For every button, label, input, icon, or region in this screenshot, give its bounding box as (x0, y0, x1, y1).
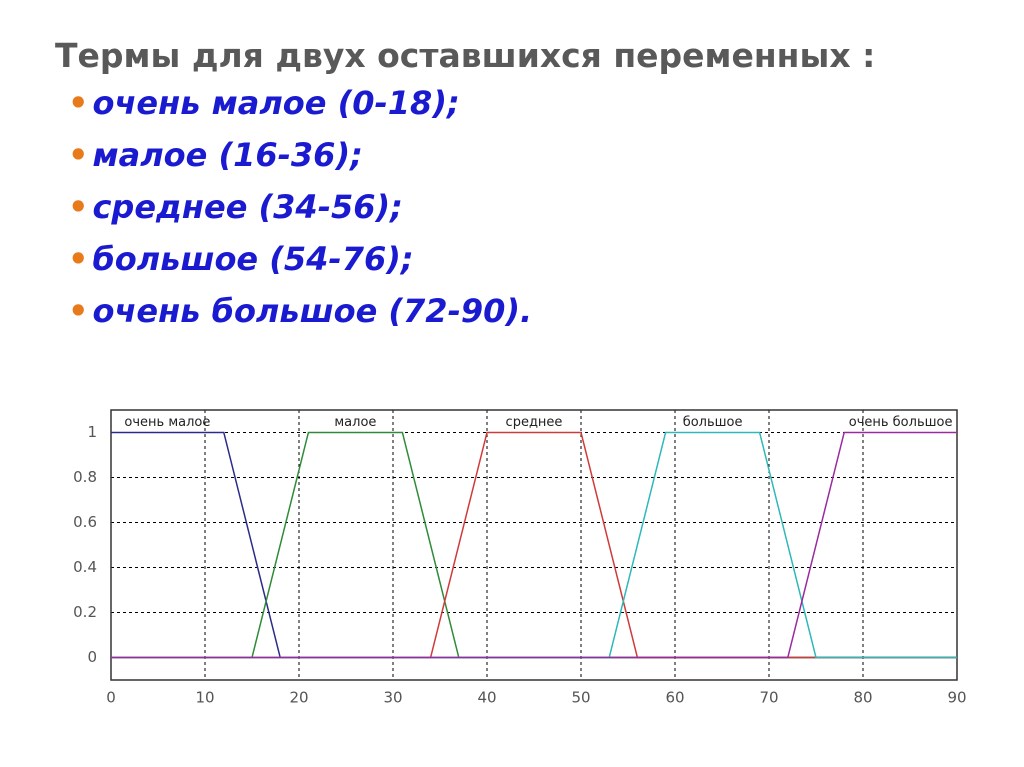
y-tick-label: 1 (87, 423, 97, 441)
series-label: среднее (506, 415, 563, 430)
x-tick-label: 10 (195, 689, 214, 707)
x-tick-label: 50 (571, 689, 590, 707)
series-label: малое (334, 415, 376, 430)
x-tick-label: 80 (853, 689, 872, 707)
x-tick-label: 70 (759, 689, 778, 707)
bullet-item: большое (54-76); (68, 240, 413, 278)
y-tick-label: 0 (87, 648, 97, 666)
series-line (111, 431, 957, 659)
bullet-item: малое (16-36); (68, 136, 362, 174)
series-label: очень малое (124, 415, 210, 430)
x-tick-label: 20 (289, 689, 308, 707)
bullet-item: очень большое (72-90). (68, 292, 532, 330)
series-label: очень большое (849, 415, 953, 430)
series-line (111, 431, 957, 659)
series-line (111, 431, 957, 659)
bullet-item: среднее (34-56); (68, 188, 402, 226)
plot-frame (110, 409, 958, 681)
y-tick-label: 0.6 (73, 513, 97, 531)
series-line (111, 431, 957, 659)
x-tick-label: 30 (383, 689, 402, 707)
x-tick-label: 40 (477, 689, 496, 707)
y-tick-label: 0.8 (73, 468, 97, 486)
series-label: большое (683, 415, 743, 430)
y-tick-label: 0.4 (73, 558, 97, 576)
series-line (111, 431, 957, 659)
slide-title: Термы для двух оставшихся переменных : (55, 36, 876, 75)
bullet-item: очень малое (0-18); (68, 84, 459, 122)
x-tick-label: 60 (665, 689, 684, 707)
x-tick-label: 90 (947, 689, 966, 707)
x-tick-label: 0 (106, 689, 116, 707)
y-tick-label: 0.2 (73, 603, 97, 621)
